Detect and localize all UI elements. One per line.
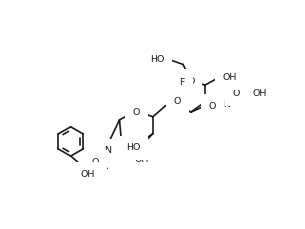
Text: N: N <box>223 100 230 109</box>
Text: OH: OH <box>252 89 266 98</box>
Text: N: N <box>104 146 111 155</box>
Text: OH: OH <box>81 170 95 179</box>
Text: HO: HO <box>126 143 140 152</box>
Text: F: F <box>180 78 185 87</box>
Text: OH: OH <box>134 155 149 164</box>
Text: OH: OH <box>209 101 223 111</box>
Text: O: O <box>91 162 99 171</box>
Text: OH: OH <box>223 73 237 82</box>
Text: HO: HO <box>150 55 164 64</box>
Text: O: O <box>232 89 239 98</box>
Text: O: O <box>92 158 99 167</box>
Text: O: O <box>133 108 140 117</box>
Text: O: O <box>174 97 181 106</box>
Text: O: O <box>187 77 195 86</box>
